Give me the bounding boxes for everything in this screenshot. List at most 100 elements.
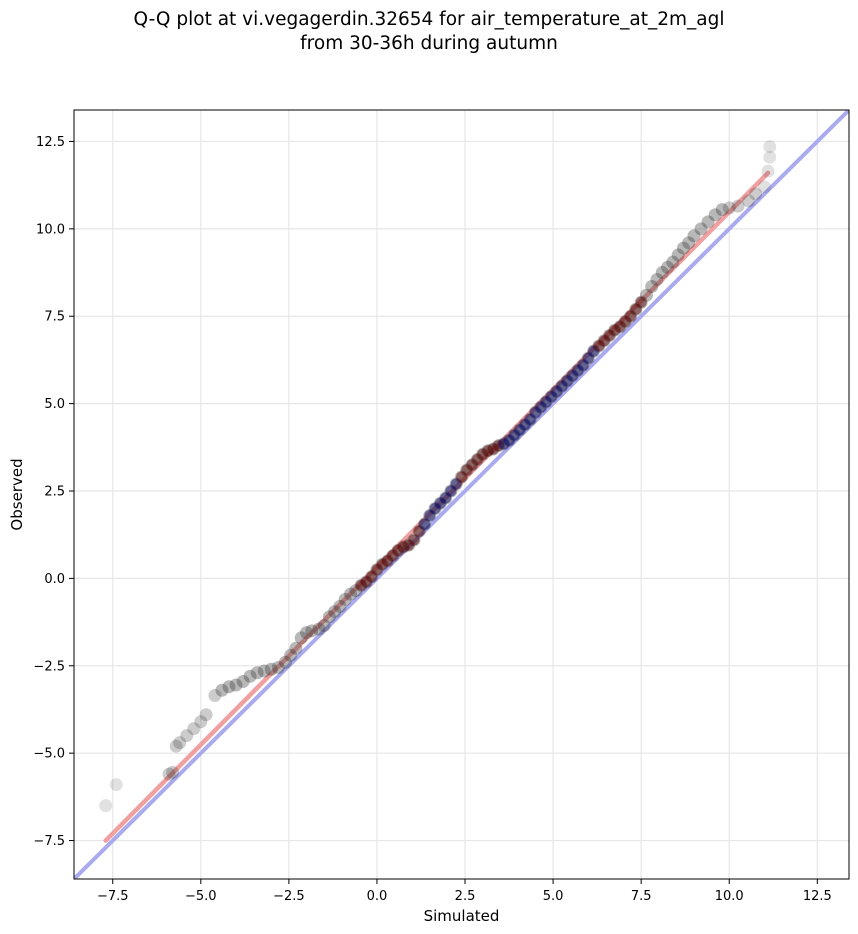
- data-point-core-67: [529, 406, 541, 418]
- data-point-36: [365, 570, 379, 584]
- data-point-core-58: [482, 445, 494, 457]
- data-point-core-86: [630, 303, 642, 315]
- data-point-10: [208, 688, 222, 702]
- data-point-62: [502, 433, 516, 447]
- data-point-40: [386, 549, 400, 563]
- x-tick-label-0: −7.5: [97, 889, 129, 904]
- data-point-39: [381, 554, 395, 568]
- data-point-core-77: [582, 352, 594, 364]
- chart-title-line-1: Q-Q plot at vi.vegagerdin.32654 for air_…: [133, 9, 725, 30]
- data-point-16: [250, 666, 264, 680]
- data-point-33: [349, 584, 363, 598]
- data-point-80: [597, 334, 611, 348]
- y-axis-label: Observed: [8, 458, 26, 530]
- data-point-core-63: [508, 429, 520, 441]
- data-point-core-46: [419, 518, 431, 530]
- y-tick-label-5: 5.0: [44, 397, 65, 412]
- data-point-26: [312, 622, 326, 636]
- data-point-57: [476, 447, 490, 461]
- data-point-6: [180, 729, 194, 743]
- data-point-core-48: [429, 502, 441, 514]
- data-point-22: [289, 641, 303, 655]
- data-point-34: [354, 578, 368, 592]
- data-point-43: [402, 538, 416, 552]
- data-point-core-47: [424, 509, 436, 521]
- data-point-91: [655, 266, 669, 280]
- data-point-89: [645, 280, 659, 294]
- data-point-59: [486, 442, 500, 456]
- data-point-69: [539, 395, 553, 409]
- data-point-core-51: [445, 485, 457, 497]
- data-point-8: [194, 715, 208, 729]
- data-point-core-36: [366, 571, 378, 583]
- data-point-64: [513, 423, 527, 437]
- data-point-core-39: [382, 555, 394, 567]
- x-tick-label-4: 2.5: [455, 889, 476, 904]
- data-point-core-50: [440, 492, 452, 504]
- data-point-96: [682, 236, 696, 250]
- data-point-88: [639, 288, 653, 302]
- data-point-25: [305, 624, 319, 638]
- data-point-103: [731, 199, 745, 213]
- data-points: [99, 140, 777, 813]
- data-point-83: [613, 320, 627, 334]
- data-point-core-80: [598, 335, 610, 347]
- data-point-29: [328, 605, 342, 619]
- data-point-81: [602, 328, 616, 342]
- data-point-core-87: [635, 296, 647, 308]
- data-point-core-60: [492, 440, 504, 452]
- data-point-core-73: [561, 375, 573, 387]
- x-tick-label-2: −2.5: [273, 889, 305, 904]
- data-point-core-52: [450, 478, 462, 490]
- data-point-core-66: [524, 413, 536, 425]
- data-point-core-62: [503, 434, 515, 446]
- data-point-core-44: [408, 534, 420, 546]
- data-point-67: [528, 405, 542, 419]
- data-point-61: [497, 437, 511, 451]
- data-point-50: [439, 491, 453, 505]
- chart-title-line-2: from 30-36h during autumn: [300, 33, 558, 54]
- data-point-core-75: [572, 364, 584, 376]
- data-point-1: [109, 778, 123, 792]
- data-point-core-72: [556, 380, 568, 392]
- identity-line: [74, 110, 849, 879]
- data-point-76: [576, 358, 590, 372]
- data-point-5: [173, 736, 187, 750]
- data-point-54: [460, 463, 474, 477]
- data-point-core-34: [355, 579, 367, 591]
- data-point-core-82: [609, 324, 621, 336]
- data-point-20: [278, 655, 292, 669]
- data-point-core-79: [593, 340, 605, 352]
- x-tick-label-5: 5.0: [543, 889, 564, 904]
- data-point-core-70: [545, 391, 557, 403]
- data-point-core-35: [360, 576, 372, 588]
- data-point-core-53: [456, 471, 467, 483]
- data-point-37: [370, 563, 384, 577]
- data-point-core-45: [413, 525, 425, 537]
- data-point-109: [763, 140, 777, 154]
- data-point-74: [565, 369, 579, 383]
- data-point-48: [428, 501, 442, 515]
- data-point-23: [294, 631, 308, 645]
- data-point-core-83: [614, 321, 626, 333]
- data-point-108: [763, 150, 777, 164]
- y-tick-label-1: −5.0: [33, 747, 65, 762]
- y-tick-label-0: −7.5: [33, 834, 65, 849]
- data-point-58: [481, 444, 495, 458]
- x-axis-ticks: −7.5 −5.0 −2.5 0.0 2.5 5.0 7.5 10.0 12.5: [97, 879, 832, 904]
- data-point-4: [169, 739, 183, 753]
- data-point-72: [555, 379, 569, 393]
- y-tick-label-3: 0.0: [44, 572, 65, 587]
- data-point-104: [742, 194, 756, 208]
- data-point-19: [271, 661, 285, 675]
- data-point-44: [407, 533, 421, 547]
- data-point-38: [375, 557, 389, 571]
- data-point-60: [491, 439, 505, 453]
- data-point-101: [715, 203, 729, 217]
- chart-title: Q-Q plot at vi.vegagerdin.32654 for air_…: [0, 8, 858, 56]
- data-point-84: [618, 314, 632, 328]
- data-point-102: [722, 201, 736, 215]
- data-point-15: [243, 669, 257, 683]
- data-point-49: [433, 496, 447, 510]
